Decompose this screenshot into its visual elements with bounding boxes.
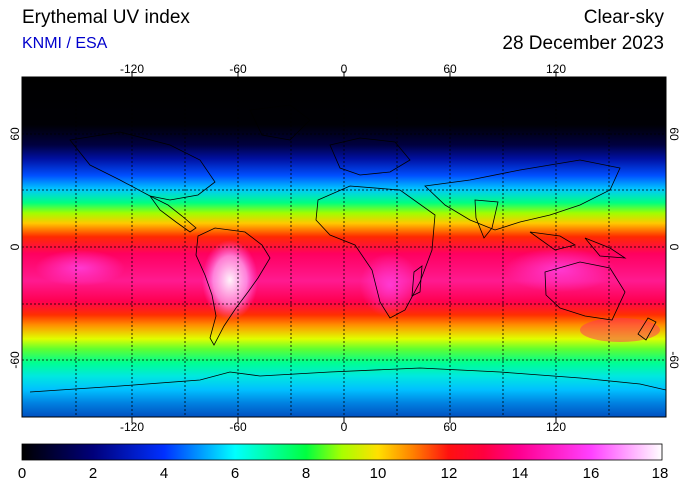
colorbar-label: 14: [511, 465, 529, 482]
lon-tick-top: 60: [443, 62, 457, 76]
colorbar-label: 8: [301, 465, 311, 482]
lon-tick-bottom: -60: [229, 420, 247, 434]
coastlines: [29, 104, 666, 393]
lon-tick-top: -60: [229, 62, 247, 76]
colorbar-label: 6: [230, 465, 240, 482]
lon-tick-top: 120: [545, 62, 567, 76]
colorbar-label: 4: [159, 465, 169, 482]
colorbar-label: 10: [369, 465, 387, 482]
colorbar-label: 16: [582, 465, 600, 482]
map-date: 28 December 2023: [502, 33, 664, 54]
colorbar-label: 0: [17, 465, 27, 482]
graticule: [22, 77, 666, 417]
lon-tick-bottom: 60: [443, 420, 457, 434]
lon-tick-top: -120: [119, 62, 145, 76]
lon-tick-bottom: 0: [340, 420, 348, 434]
colorbar-label: 2: [88, 465, 98, 482]
data-source: KNMI / ESA: [22, 35, 108, 52]
colorbar-frame: [21, 443, 663, 461]
lon-tick-bottom: -120: [119, 420, 145, 434]
lon-tick-top: 0: [340, 62, 348, 76]
uv-colorbar: [22, 444, 662, 460]
frame-ticks: [131, 71, 557, 423]
sky-condition: Clear-sky: [583, 7, 664, 28]
colorbar-label: 18: [651, 465, 669, 482]
colorbar-label: 12: [440, 465, 458, 482]
map-title: Erythemal UV index: [22, 7, 190, 28]
lon-tick-bottom: 120: [545, 420, 567, 434]
